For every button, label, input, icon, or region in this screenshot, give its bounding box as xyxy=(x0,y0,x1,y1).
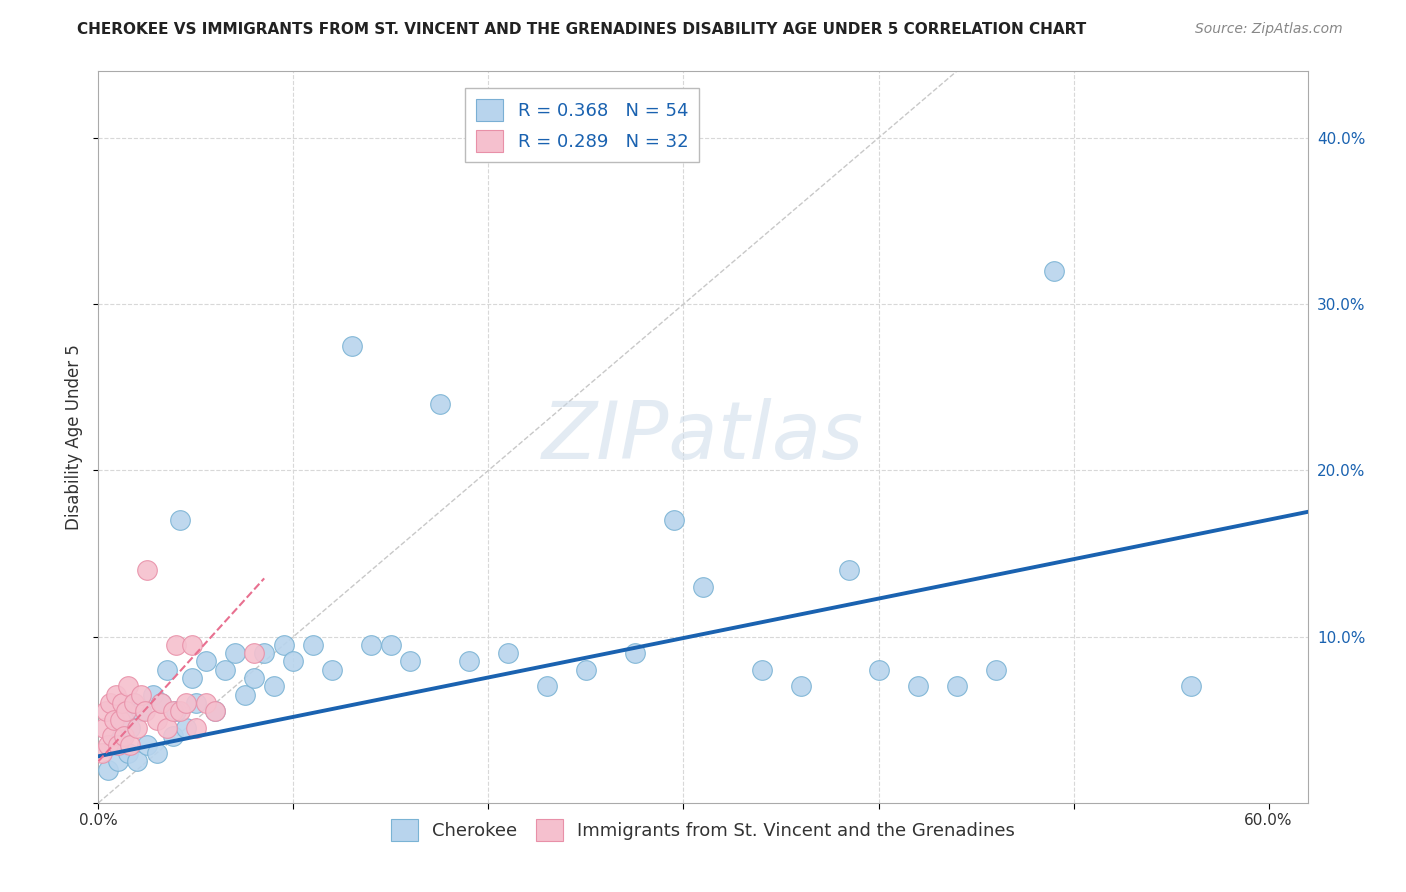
Point xyxy=(204,705,226,719)
Point xyxy=(96,705,118,719)
Point xyxy=(162,705,184,719)
Point xyxy=(127,721,149,735)
Point xyxy=(162,729,184,743)
Point xyxy=(214,663,236,677)
Point xyxy=(662,513,685,527)
Point xyxy=(360,638,382,652)
Point xyxy=(399,655,422,669)
Point xyxy=(184,696,207,710)
Point xyxy=(204,705,226,719)
Point xyxy=(107,738,129,752)
Point xyxy=(536,680,558,694)
Point xyxy=(146,713,169,727)
Point xyxy=(253,646,276,660)
Point xyxy=(340,338,363,352)
Point xyxy=(302,638,325,652)
Point xyxy=(575,663,598,677)
Point xyxy=(165,638,187,652)
Point xyxy=(458,655,481,669)
Point xyxy=(118,738,141,752)
Point xyxy=(321,663,343,677)
Point xyxy=(91,746,114,760)
Point xyxy=(134,705,156,719)
Point xyxy=(429,397,451,411)
Point xyxy=(112,729,135,743)
Point xyxy=(114,705,136,719)
Point xyxy=(165,705,187,719)
Point xyxy=(169,705,191,719)
Point xyxy=(380,638,402,652)
Point xyxy=(136,563,159,577)
Point xyxy=(98,696,121,710)
Point xyxy=(789,680,811,694)
Legend: Cherokee, Immigrants from St. Vincent and the Grenadines: Cherokee, Immigrants from St. Vincent an… xyxy=(384,812,1022,848)
Point xyxy=(117,746,139,760)
Point xyxy=(101,729,124,743)
Point xyxy=(751,663,773,677)
Point xyxy=(149,696,172,710)
Point xyxy=(1043,264,1066,278)
Point xyxy=(156,663,179,677)
Point xyxy=(117,680,139,694)
Point xyxy=(169,513,191,527)
Point xyxy=(243,646,266,660)
Point xyxy=(108,713,131,727)
Point xyxy=(127,754,149,768)
Point xyxy=(692,580,714,594)
Point xyxy=(945,680,967,694)
Point xyxy=(103,738,125,752)
Point xyxy=(194,655,217,669)
Point xyxy=(136,738,159,752)
Point xyxy=(233,688,256,702)
Point xyxy=(122,696,145,710)
Point xyxy=(283,655,305,669)
Point xyxy=(263,680,285,694)
Point xyxy=(838,563,860,577)
Point xyxy=(868,663,890,677)
Point xyxy=(93,721,115,735)
Point xyxy=(142,688,165,702)
Point xyxy=(131,688,153,702)
Y-axis label: Disability Age Under 5: Disability Age Under 5 xyxy=(65,344,83,530)
Point xyxy=(111,696,134,710)
Point xyxy=(104,688,127,702)
Point xyxy=(156,721,179,735)
Point xyxy=(111,729,134,743)
Point xyxy=(243,671,266,685)
Point xyxy=(107,754,129,768)
Point xyxy=(496,646,519,660)
Point xyxy=(97,738,120,752)
Point xyxy=(149,696,172,710)
Point xyxy=(122,696,145,710)
Point xyxy=(131,705,153,719)
Point xyxy=(181,638,204,652)
Point xyxy=(194,696,217,710)
Text: ZIPatlas: ZIPatlas xyxy=(541,398,865,476)
Point xyxy=(623,646,645,660)
Point xyxy=(146,746,169,760)
Text: CHEROKEE VS IMMIGRANTS FROM ST. VINCENT AND THE GRENADINES DISABILITY AGE UNDER : CHEROKEE VS IMMIGRANTS FROM ST. VINCENT … xyxy=(77,22,1087,37)
Point xyxy=(181,671,204,685)
Point xyxy=(97,763,120,777)
Point xyxy=(1180,680,1202,694)
Point xyxy=(103,713,125,727)
Point xyxy=(174,696,197,710)
Point xyxy=(273,638,295,652)
Point xyxy=(174,721,197,735)
Point xyxy=(984,663,1007,677)
Point xyxy=(184,721,207,735)
Point xyxy=(118,721,141,735)
Text: Source: ZipAtlas.com: Source: ZipAtlas.com xyxy=(1195,22,1343,37)
Point xyxy=(907,680,929,694)
Point xyxy=(112,713,135,727)
Point xyxy=(224,646,246,660)
